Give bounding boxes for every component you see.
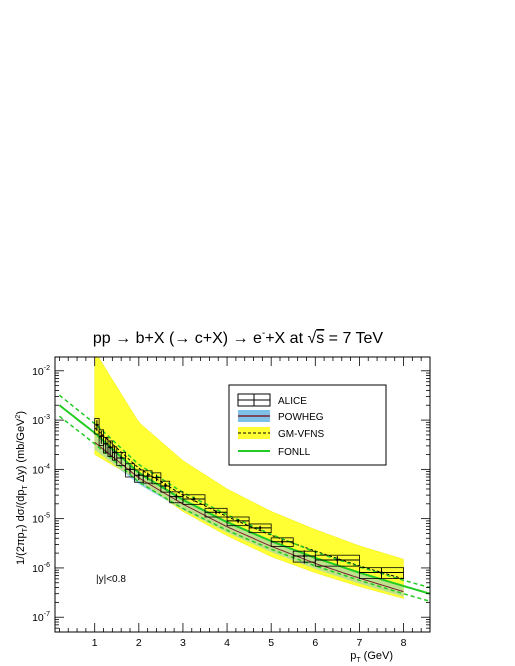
- x-tick-label: 4: [224, 637, 230, 649]
- alice-marker: [192, 497, 196, 501]
- alice-marker: [155, 476, 158, 479]
- alice-point: [98, 429, 104, 446]
- powheg-central-line: [94, 441, 404, 593]
- chart-title: pp → b+X (→ c+X) → e-+X at √s = 7 TeV: [93, 328, 384, 347]
- y-tick-label: 10-3: [32, 414, 50, 427]
- alice-marker: [108, 446, 112, 449]
- gmvfns-band: [94, 357, 404, 599]
- sqrt-sign: √: [307, 330, 316, 347]
- alice-point: [359, 567, 404, 579]
- x-tick-label: 7: [356, 637, 362, 649]
- y-tick-label: 10-7: [32, 611, 50, 624]
- gmvfns-band-overlay: [94, 357, 404, 599]
- alice-marker: [175, 495, 178, 498]
- legend-item-powheg: POWHEG: [238, 410, 324, 423]
- legend-label-fonll: FONLL: [278, 447, 311, 458]
- alice-marker: [336, 558, 339, 562]
- x-tick-label: 1: [92, 637, 98, 649]
- alice-point: [314, 554, 360, 567]
- legend-label-gmvfns: GM-VFNS: [278, 429, 324, 440]
- alice-point: [116, 451, 126, 467]
- alice-point: [160, 480, 171, 493]
- alice-marker: [303, 554, 306, 558]
- y-tick-label: 10-4: [32, 463, 50, 476]
- legend-item-gmvfns: GM-VFNS: [238, 427, 324, 440]
- alice-point: [204, 507, 228, 518]
- alice-marker: [164, 484, 167, 488]
- y-tick-label: 10-2: [32, 365, 50, 378]
- x-tick-label: 8: [401, 637, 407, 649]
- x-tick-label: 5: [268, 637, 274, 649]
- alice-marker: [128, 468, 132, 471]
- axes: 1 2 3 4 5 6 7 8 10-7 10-6 10-5 10-4 10-3 10-2: [32, 356, 431, 649]
- alice-marker: [380, 571, 383, 574]
- alice-point: [182, 494, 206, 505]
- y-tick-label: 10-5: [32, 513, 50, 526]
- legend: ALICE POWHEG GM-VFNS FONLL: [228, 384, 387, 466]
- alice-point: [94, 418, 100, 435]
- alice-sys-box: [116, 451, 126, 467]
- legend-item-alice: ALICE: [237, 393, 307, 407]
- theory-bands: [94, 357, 404, 599]
- alice-marker: [281, 540, 284, 543]
- x-tick-label: 3: [180, 637, 186, 649]
- alice-sys-box: [182, 494, 206, 505]
- fonll-upper-line: [58, 394, 430, 589]
- alice-point: [270, 537, 294, 547]
- y-tick-label: 10-6: [32, 562, 50, 575]
- alice-sys-box: [94, 418, 100, 435]
- legend-label-alice: ALICE: [278, 396, 307, 407]
- fonll-lower-line: [58, 415, 430, 603]
- alice-marker: [100, 435, 103, 438]
- x-tick-label: 2: [136, 637, 142, 649]
- alice-marker: [119, 456, 123, 460]
- legend-label-powheg: POWHEG: [278, 412, 324, 423]
- alice-sys-box: [151, 472, 162, 485]
- x-tick-label: 6: [312, 637, 318, 649]
- legend-item-fonll: FONLL: [238, 447, 311, 458]
- alice-marker: [137, 474, 141, 477]
- alice-sys-box: [314, 554, 360, 567]
- alice-point: [248, 523, 272, 534]
- plot-frame: [54, 356, 431, 633]
- alice-marker: [104, 442, 107, 446]
- alice-marker: [214, 511, 218, 514]
- alice-data-points: [94, 418, 404, 579]
- alice-point: [226, 516, 250, 527]
- alice-marker: [236, 519, 240, 523]
- alice-sys-box: [160, 480, 171, 493]
- x-axis-label: pT (GeV): [350, 650, 393, 664]
- alice-marker: [258, 526, 262, 530]
- y-axis-label: 1/(2πpT) dσ/(dpT Δy) (mb/GeV2): [15, 411, 29, 565]
- rapidity-annotation: |y|<0.8: [96, 574, 126, 585]
- alice-point: [151, 472, 162, 485]
- powheg-band: [94, 434, 404, 597]
- alice-marker: [146, 474, 149, 478]
- alice-marker: [113, 451, 116, 454]
- alice-marker: [95, 423, 99, 427]
